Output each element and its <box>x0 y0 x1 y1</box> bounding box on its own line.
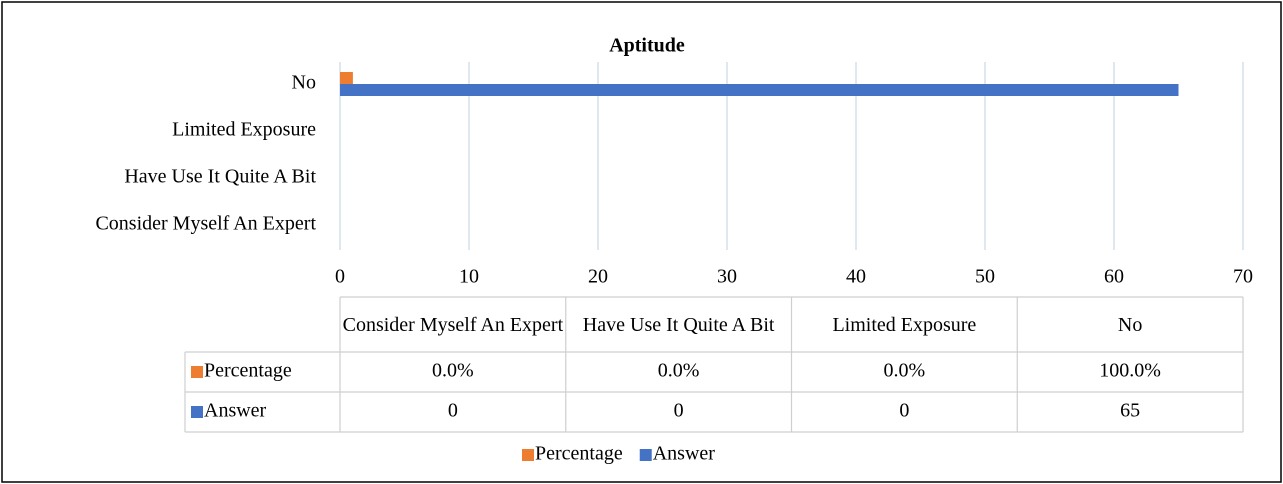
table-cell: 0.0% <box>432 360 474 382</box>
x-tick-label: 10 <box>459 266 479 288</box>
table-header-cell: Consider Myself An Expert <box>342 313 564 336</box>
x-tick-label: 50 <box>975 266 995 288</box>
table-header-text: Consider Myself An Expert <box>342 313 564 336</box>
table-row-header: Percentage <box>204 360 292 382</box>
table-cell: 0 <box>448 400 458 422</box>
table-header-cell: Limited Exposure <box>832 313 977 336</box>
table-cell: 0.0% <box>884 360 926 382</box>
table-header-text: Have Use It Quite A Bit <box>582 313 775 336</box>
x-tick-label: 30 <box>717 266 737 288</box>
x-tick-label: 40 <box>846 266 866 288</box>
x-tick-label: 70 <box>1233 266 1253 288</box>
x-tick-label: 20 <box>588 266 608 288</box>
legend-key <box>522 449 534 461</box>
table-header-text: No <box>1117 313 1143 336</box>
table-cell: 0 <box>899 400 909 422</box>
legend-key <box>191 406 203 418</box>
y-tick-label: Consider Myself An Expert <box>95 213 316 235</box>
table-header-cell: Have Use It Quite A Bit <box>582 313 775 336</box>
x-tick-label: 0 <box>335 266 345 288</box>
legend-label: Answer <box>653 443 716 465</box>
table-cell: 65 <box>1120 400 1140 422</box>
table-row-header: Answer <box>204 400 267 422</box>
legend-key <box>639 449 652 461</box>
bar <box>340 84 1179 96</box>
table-header-cell: No <box>1117 313 1143 336</box>
table-cell: 0 <box>674 400 684 422</box>
x-tick-label: 60 <box>1104 266 1124 288</box>
y-tick-label: Limited Exposure <box>172 119 316 141</box>
bar <box>340 72 353 84</box>
table-cell: 0.0% <box>658 360 700 382</box>
y-tick-label: No <box>292 72 316 94</box>
chart-title: Aptitude <box>609 35 685 57</box>
table-cell: 100.0% <box>1099 360 1161 382</box>
legend-key <box>191 366 203 378</box>
table-header-text: Limited Exposure <box>832 313 977 336</box>
y-tick-label: Have Use It Quite A Bit <box>124 166 316 188</box>
legend-label: Percentage <box>535 443 623 465</box>
